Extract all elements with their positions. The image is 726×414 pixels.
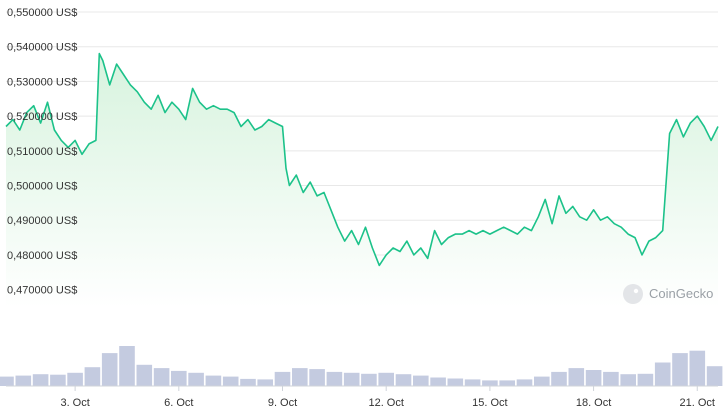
y-tick-label: 0,510000 US$: [7, 146, 77, 158]
volume-bar: [413, 375, 429, 386]
volume-bar: [551, 371, 567, 386]
x-tick-label: 3. Oct: [60, 397, 89, 409]
x-axis-labels: 3. Oct 6. Oct 9. Oct 12. Oct 15. Oct 18. Oct 2…: [60, 386, 715, 409]
volume-bar: [101, 353, 118, 386]
y-tick-label: 0,500000 US$: [7, 181, 77, 193]
volume-bar: [568, 368, 585, 386]
y-tick-label: 0,470000 US$: [7, 285, 77, 297]
volume-bar: [32, 374, 49, 386]
price-line: [5, 52, 719, 267]
coingecko-logo-icon: [623, 284, 643, 304]
volume-bar: [84, 367, 101, 386]
coingecko-watermark: CoinGecko: [623, 284, 713, 304]
x-tick-label: 21. Oct: [680, 397, 715, 409]
volume-bar: [378, 372, 394, 386]
volume-bar: [706, 366, 723, 386]
volume-bar: [326, 371, 343, 386]
volume-bar: [188, 372, 204, 386]
volume-bar: [0, 376, 14, 386]
volume-bar: [620, 374, 636, 386]
volume-bar: [654, 362, 671, 386]
volume-bar: [205, 375, 222, 386]
volume-bar: [67, 372, 83, 386]
x-tick-label: 12. Oct: [368, 397, 403, 409]
y-tick-label: 0,490000 US$: [7, 215, 77, 227]
volume-bar: [119, 346, 135, 386]
volume-bar: [603, 371, 619, 386]
volume-bar: [361, 373, 377, 386]
volume-bar: [15, 375, 32, 386]
y-tick-label: 0,480000 US$: [7, 250, 77, 262]
volume-bar: [309, 369, 325, 386]
volume-bar: [292, 368, 308, 386]
volume-bar: [274, 371, 291, 386]
volume-bar: [464, 379, 481, 386]
coingecko-logo-eye: [633, 288, 639, 294]
volume-bar: [222, 376, 239, 386]
volume-bar: [257, 379, 273, 386]
volume-bar: [430, 377, 446, 386]
volume-bar: [171, 370, 187, 386]
volume-bar: [240, 378, 256, 386]
volume-bar: [136, 364, 153, 386]
x-tick-label: 18. Oct: [576, 397, 611, 409]
x-tick-label: 15. Oct: [472, 397, 507, 409]
volume-bar: [689, 350, 706, 386]
volume-bar: [585, 370, 602, 386]
y-tick-label: 0,530000 US$: [7, 76, 77, 88]
watermark-text: CoinGecko: [649, 286, 713, 301]
volume-bar: [534, 376, 550, 386]
volume-bars: [0, 346, 723, 387]
volume-bar: [637, 373, 654, 386]
volume-bar: [672, 353, 688, 386]
y-tick-label: 0,550000 US$: [7, 7, 77, 19]
y-tick-label: 0,540000 US$: [7, 42, 77, 54]
x-tick-label: 6. Oct: [164, 397, 193, 409]
x-tick-label: 9. Oct: [268, 397, 297, 409]
y-tick-label: 0,520000 US$: [7, 111, 77, 123]
volume-bar: [395, 374, 412, 386]
volume-bar: [50, 374, 66, 386]
volume-bar: [482, 380, 498, 386]
price-area: [5, 52, 719, 307]
volume-bar: [516, 379, 533, 386]
y-axis-labels: 0,550000 US$ 0,540000 US$ 0,530000 US$ 0,52…: [7, 7, 77, 297]
price-area-fill: [6, 53, 718, 307]
volume-bar: [153, 368, 170, 386]
volume-bar: [499, 380, 515, 386]
volume-bar: [447, 378, 464, 386]
volume-bar: [343, 372, 360, 386]
